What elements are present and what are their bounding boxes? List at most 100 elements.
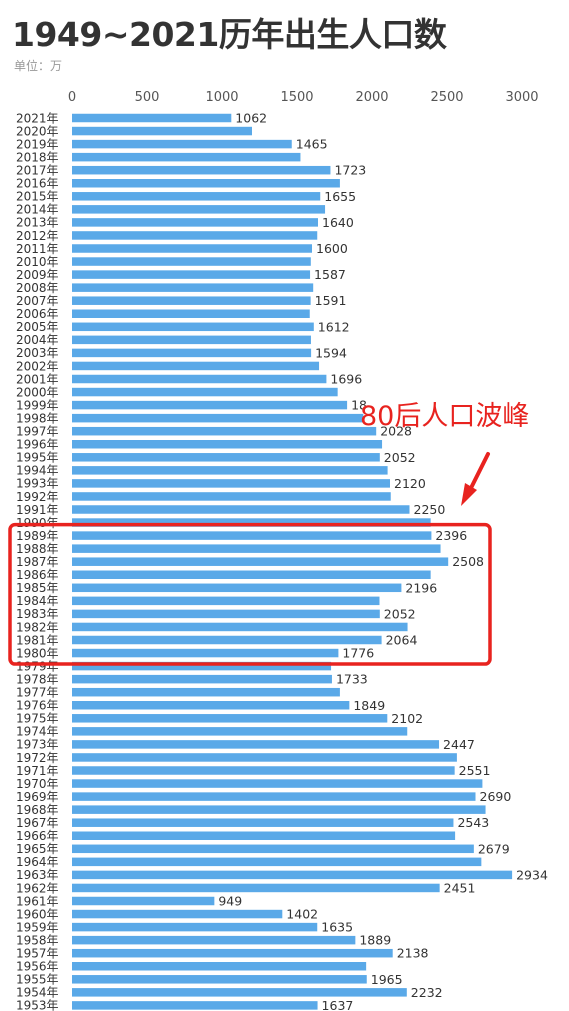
- x-tick-label: 2500: [430, 90, 463, 105]
- y-category-label: 1981年: [16, 633, 59, 647]
- y-category-label: 2017年: [16, 164, 59, 178]
- bar: [72, 988, 407, 997]
- y-category-label: 1983年: [16, 607, 59, 621]
- value-label: 2052: [384, 450, 416, 465]
- bar: [72, 466, 388, 475]
- bar: [72, 126, 252, 136]
- bar: [72, 701, 350, 710]
- y-category-label: 2010年: [16, 255, 59, 269]
- value-label: 18: [351, 398, 367, 413]
- value-label: 1594: [315, 345, 347, 360]
- value-label: 1776: [342, 646, 374, 661]
- value-label: 2120: [394, 476, 426, 491]
- value-label: 1965: [371, 972, 403, 987]
- bar: [72, 935, 356, 945]
- bar: [72, 192, 321, 201]
- y-category-label: 1964年: [16, 855, 59, 869]
- bar: [72, 257, 311, 266]
- y-category-label: 1974年: [16, 725, 59, 739]
- bar: [72, 635, 382, 645]
- bar: [72, 283, 314, 292]
- y-category-label: 1988年: [16, 542, 59, 556]
- bar: [72, 962, 367, 971]
- y-category-label: 1956年: [16, 960, 59, 974]
- bar: [72, 413, 364, 423]
- x-tick-label: 2000: [355, 90, 388, 105]
- bar: [72, 179, 340, 188]
- y-category-label: 2003年: [16, 346, 59, 360]
- y-category-label: 2013年: [16, 216, 59, 230]
- bar: [72, 531, 432, 540]
- value-label: 1696: [330, 372, 362, 387]
- y-category-label: 2006年: [16, 307, 59, 321]
- y-category-label: 1982年: [16, 620, 59, 634]
- value-label: 1637: [322, 998, 354, 1011]
- y-category-label: 1976年: [16, 699, 59, 713]
- bar: [72, 322, 314, 332]
- value-label: 2679: [478, 841, 510, 856]
- value-label: 2064: [386, 633, 418, 648]
- bar: [72, 165, 331, 175]
- value-label: 2447: [443, 737, 475, 752]
- y-category-label: 1980年: [16, 646, 59, 660]
- bar: [72, 440, 383, 449]
- bar: [72, 231, 318, 240]
- value-label: 1591: [315, 293, 347, 308]
- bar: [72, 309, 310, 318]
- x-tick-label: 0: [68, 90, 76, 105]
- value-label: 1635: [321, 920, 353, 935]
- bar: [72, 139, 292, 149]
- bar: [72, 687, 340, 697]
- value-label: 2451: [444, 880, 476, 895]
- bar: [72, 1001, 318, 1010]
- y-category-label: 1969年: [16, 790, 59, 804]
- y-category-label: 1985年: [16, 581, 59, 595]
- value-label: 1655: [324, 189, 356, 204]
- value-label: 1849: [353, 698, 385, 713]
- y-category-label: 2007年: [16, 294, 59, 308]
- chart-title: 1949~2021历年出生人口数: [12, 15, 447, 54]
- y-category-label: 1973年: [16, 738, 59, 752]
- value-label: 1465: [296, 137, 328, 152]
- y-category-label: 1965年: [16, 842, 59, 856]
- value-label: 2250: [414, 502, 446, 517]
- y-category-label: 1971年: [16, 764, 59, 778]
- y-category-label: 1955年: [16, 973, 59, 987]
- y-category-label: 2009年: [16, 268, 59, 282]
- y-category-label: 1996年: [16, 438, 59, 452]
- bar: [72, 648, 339, 658]
- x-tick-label: 1000: [205, 90, 238, 105]
- y-category-label: 1959年: [16, 920, 59, 934]
- y-category-label: 1989年: [16, 529, 59, 543]
- value-label: 1402: [286, 907, 318, 922]
- y-category-label: 1992年: [16, 490, 59, 504]
- annotation-arrow-shaft: [469, 452, 490, 490]
- y-category-label: 1972年: [16, 751, 59, 765]
- y-category-label: 1961年: [16, 894, 59, 908]
- value-label: 1723: [334, 163, 366, 178]
- x-tick-label: 1500: [280, 90, 313, 105]
- value-label: 1600: [316, 241, 348, 256]
- bar: [72, 661, 332, 671]
- bar: [72, 779, 483, 788]
- y-category-label: 1957年: [16, 947, 59, 961]
- bar: [72, 857, 482, 867]
- y-category-label: 2014年: [16, 203, 59, 217]
- value-label: 2551: [459, 763, 491, 778]
- value-label: 2690: [480, 789, 512, 804]
- bar: [72, 152, 301, 162]
- value-label: 1062: [235, 111, 267, 126]
- bar: [72, 909, 283, 919]
- bar: [72, 374, 327, 384]
- bar: [72, 492, 391, 501]
- bar: [72, 296, 311, 305]
- bar: [72, 622, 408, 632]
- value-label: 2052: [384, 606, 416, 621]
- y-category-label: 1967年: [16, 816, 59, 830]
- annotation-80s-peak: 80后人口波峰: [360, 401, 530, 432]
- y-category-label: 2001年: [16, 372, 59, 386]
- bar: [72, 583, 402, 593]
- value-label: 2543: [457, 815, 489, 830]
- y-category-label: 2012年: [16, 229, 59, 243]
